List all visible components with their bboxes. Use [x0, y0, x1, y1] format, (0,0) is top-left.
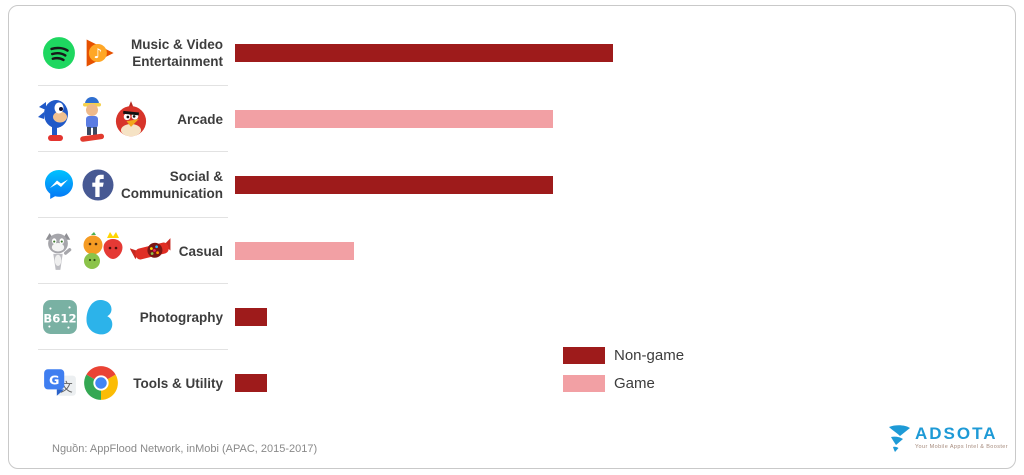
b612-icon: B612 — [43, 300, 77, 334]
category-label: Social & Communication — [120, 169, 223, 201]
spotify-icon — [43, 37, 75, 69]
category-row-social: Social & Communication — [0, 152, 1024, 218]
bar-track — [223, 176, 1024, 194]
chrome-icon — [84, 366, 118, 400]
legend-item-nongame: Non-game — [563, 346, 684, 365]
bar-tools — [235, 374, 267, 392]
bar-track — [223, 44, 1024, 62]
messenger-icon — [45, 170, 73, 199]
bar-casual — [235, 242, 354, 260]
sonic-icon — [38, 100, 68, 141]
legend-item-game: Game — [563, 374, 684, 393]
category-label: Casual — [178, 243, 223, 259]
bar-arcade — [235, 110, 553, 128]
category-row-photography: B612 Photography — [0, 284, 1024, 350]
category-label: Tools & Utility — [133, 375, 223, 391]
adsota-brand: ADSOTA — [914, 424, 998, 443]
row-left-photography: B612 Photography — [0, 299, 223, 335]
row-left-music-video: ♪ Music & Video Entertainment — [0, 35, 223, 71]
bar-track — [223, 110, 1024, 128]
row-left-arcade: Arcade — [0, 96, 223, 142]
row-left-tools: 文 G Tools & Utility — [0, 365, 223, 401]
adsota-swoosh-icon — [888, 425, 910, 452]
bar-track — [223, 374, 1024, 392]
faceu-icon — [86, 300, 113, 335]
chart-rows: ♪ Music & Video Entertainment — [0, 20, 1024, 416]
category-row-music-video: ♪ Music & Video Entertainment — [0, 20, 1024, 86]
row-icons: 文 G — [42, 365, 119, 401]
bar-track — [223, 308, 1024, 326]
facebook-icon — [82, 169, 114, 201]
angry-birds-icon — [115, 101, 147, 137]
adsota-logo: ADSOTA Your Mobile Apps Intel & Booster — [886, 424, 1008, 454]
svg-text:G: G — [49, 373, 59, 388]
row-left-social: Social & Communication — [0, 168, 223, 202]
category-row-casual: Casual — [0, 218, 1024, 284]
category-label: Music & Video Entertainment — [130, 37, 223, 69]
adsota-tagline: Your Mobile Apps Intel & Booster — [914, 444, 1008, 450]
svg-text:♪: ♪ — [94, 46, 103, 62]
category-row-arcade: Arcade — [0, 86, 1024, 152]
source-note: Nguồn: AppFlood Network, inMobi (APAC, 2… — [52, 443, 318, 455]
svg-text:B612: B612 — [43, 311, 76, 325]
row-icons — [42, 228, 174, 274]
talking-tom-icon — [45, 233, 72, 270]
category-label: Arcade — [177, 111, 223, 127]
bar-track — [223, 242, 1024, 260]
subway-surfers-icon — [80, 97, 105, 142]
row-icons: B612 — [42, 299, 113, 335]
category-label: Photography — [139, 309, 223, 325]
row-icons — [38, 96, 150, 142]
candy-crush-icon — [130, 238, 171, 260]
bar-music-video — [235, 44, 613, 62]
adsota-logo-text: ADSOTA Your Mobile Apps Intel & Booster — [915, 424, 1008, 450]
google-play-music-icon: ♪ — [86, 39, 114, 67]
legend-label: Game — [614, 375, 655, 392]
google-translate-icon: 文 G — [44, 369, 76, 396]
bar-photography — [235, 308, 267, 326]
row-icons — [42, 168, 115, 202]
farm-heroes-icon — [83, 232, 123, 269]
category-row-tools: 文 G Tools & Utility — [0, 350, 1024, 416]
legend-label: Non-game — [614, 347, 685, 364]
row-left-casual: Casual — [0, 228, 223, 274]
legend-swatch-game — [563, 375, 605, 392]
row-icons: ♪ — [42, 35, 117, 71]
legend-swatch-nongame — [563, 347, 605, 364]
bar-social — [235, 176, 553, 194]
legend: Non-game Game — [563, 346, 684, 402]
